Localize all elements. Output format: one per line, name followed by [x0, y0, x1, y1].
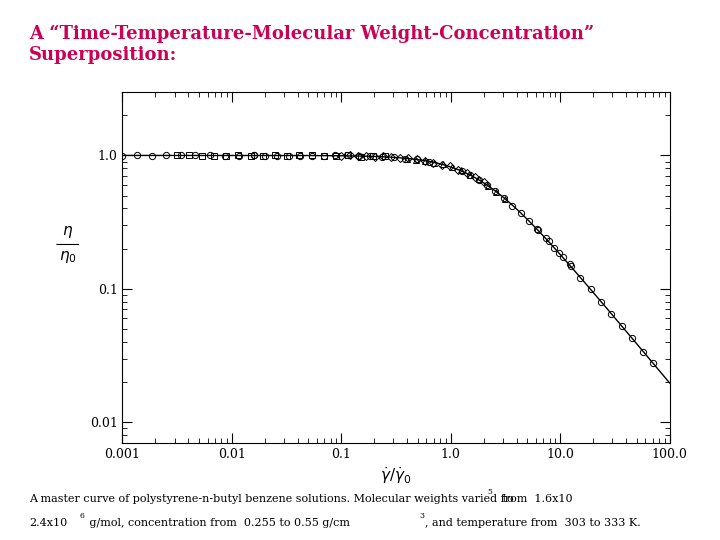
X-axis label: $\dot{\gamma}/\dot{\gamma}_0$: $\dot{\gamma}/\dot{\gamma}_0$ [380, 465, 412, 486]
Text: A “Time-Temperature-Molecular Weight-Concentration”: A “Time-Temperature-Molecular Weight-Con… [29, 24, 594, 43]
Text: $\eta$: $\eta$ [62, 224, 73, 240]
Text: 3: 3 [419, 512, 424, 520]
Text: g/mol, concentration from  0.255 to 0.55 g/cm: g/mol, concentration from 0.255 to 0.55 … [86, 518, 351, 529]
Text: 2.4x10: 2.4x10 [29, 518, 67, 529]
Text: to: to [499, 494, 513, 504]
Text: $\eta_0$: $\eta_0$ [59, 249, 76, 265]
Text: , and temperature from  303 to 333 K.: , and temperature from 303 to 333 K. [425, 518, 641, 529]
Text: A master curve of polystyrene-n-butyl benzene solutions. Molecular weights varie: A master curve of polystyrene-n-butyl be… [29, 494, 572, 504]
Text: 6: 6 [79, 512, 84, 520]
Text: 5: 5 [487, 488, 492, 496]
Text: Superposition:: Superposition: [29, 46, 177, 64]
